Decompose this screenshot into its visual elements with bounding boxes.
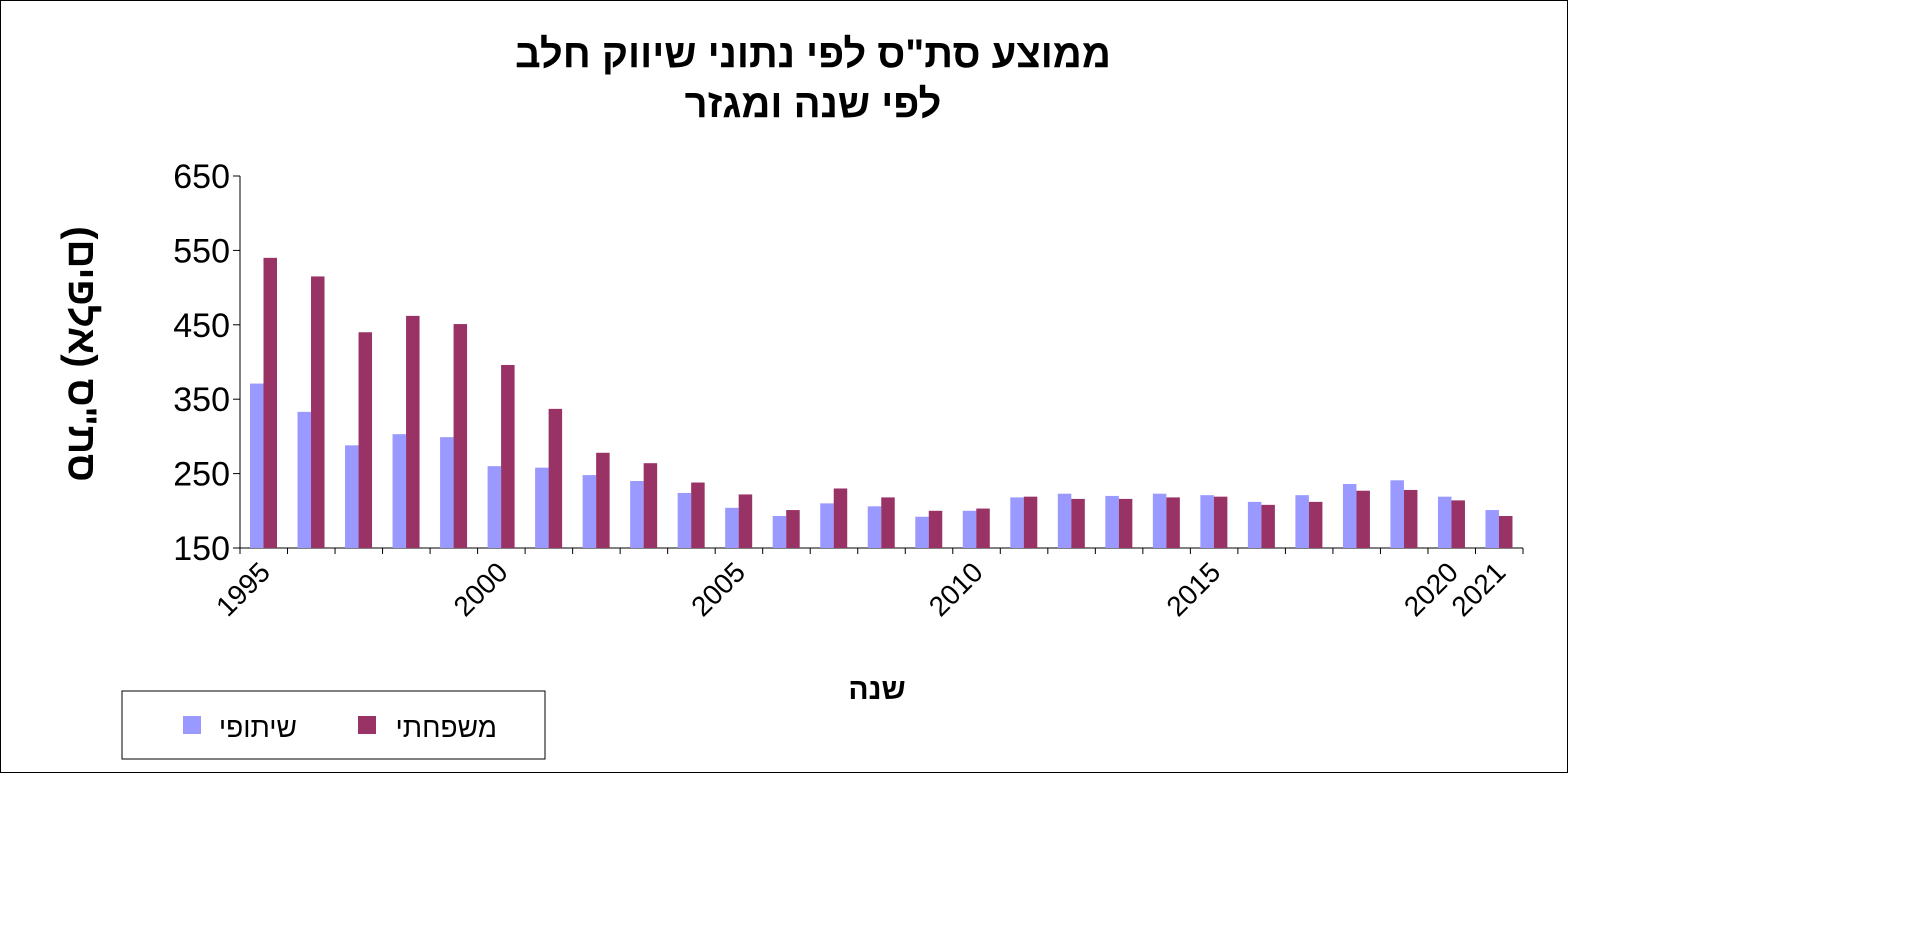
bars bbox=[250, 257, 1513, 548]
bar-series-1 bbox=[1390, 480, 1404, 548]
bar-series-2 bbox=[1451, 500, 1465, 548]
bar-series-2 bbox=[1356, 490, 1370, 548]
bar-series-2 bbox=[928, 510, 943, 548]
bar-series-2 bbox=[643, 463, 658, 548]
y-tick-label: 550 bbox=[173, 232, 230, 270]
bar-series-2 bbox=[358, 332, 373, 548]
bar-series-1 bbox=[772, 516, 787, 548]
y-axis: 150 250 350 450 550 650 bbox=[173, 158, 241, 568]
y-tick-label: 450 bbox=[173, 307, 230, 345]
bar-series-1 bbox=[1010, 497, 1024, 548]
bar-series-2 bbox=[691, 482, 705, 548]
bar-series-2 bbox=[1023, 496, 1038, 548]
bar-series-1 bbox=[392, 434, 407, 548]
bar-series-1 bbox=[582, 475, 597, 548]
y-axis-label: סת"ס (אלפים) bbox=[60, 226, 104, 482]
chart-frame: ממוצע סת"ס לפי נתוני שיווק חלב לפי שנה ו… bbox=[0, 0, 1568, 773]
x-tick-label: 2000 bbox=[448, 556, 514, 622]
bar-series-2 bbox=[881, 497, 895, 548]
x-tick-label: 2021 bbox=[1446, 556, 1512, 622]
bar-series-2 bbox=[453, 324, 468, 548]
bar-series-2 bbox=[263, 257, 277, 548]
bar-series-2 bbox=[406, 315, 420, 548]
bar-series-1 bbox=[487, 466, 502, 548]
bar-series-2 bbox=[548, 408, 563, 548]
bar-series-2 bbox=[1498, 516, 1513, 548]
bar-series-1 bbox=[725, 507, 739, 548]
legend: שיתופי משפחתי bbox=[121, 690, 546, 760]
bar-series-1 bbox=[677, 492, 692, 548]
bar-series-1 bbox=[962, 510, 977, 548]
bar-series-2 bbox=[1118, 498, 1133, 548]
bar-series-2 bbox=[501, 364, 515, 548]
bar-series-1 bbox=[630, 481, 644, 548]
legend-label-2: משפחתי bbox=[395, 712, 497, 743]
chart-title-line-2: לפי שנה ומגזר bbox=[685, 82, 942, 126]
bar-series-2 bbox=[596, 452, 610, 548]
bar-series-1 bbox=[1437, 496, 1452, 548]
y-tick-label: 650 bbox=[173, 158, 230, 196]
bar-series-2 bbox=[1213, 496, 1228, 548]
chart-svg: ממוצע סת"ס לפי נתוני שיווק חלב לפי שנה ו… bbox=[60, 32, 1524, 760]
x-tick-label: 2015 bbox=[1160, 556, 1226, 622]
bar-series-2 bbox=[1166, 497, 1180, 548]
bar-series-1 bbox=[535, 467, 549, 548]
bar-series-1 bbox=[297, 411, 312, 548]
y-tick-label: 350 bbox=[173, 381, 230, 419]
bar-series-1 bbox=[1295, 495, 1309, 548]
bar-series-1 bbox=[867, 506, 882, 548]
bar-series-2 bbox=[1308, 501, 1323, 548]
bar-series-1 bbox=[1485, 510, 1499, 548]
bar-series-2 bbox=[1403, 489, 1418, 548]
bar-series-1 bbox=[1342, 484, 1357, 548]
x-tick-label: 2010 bbox=[923, 556, 989, 622]
bar-series-2 bbox=[786, 510, 800, 548]
x-tick-label: 2005 bbox=[685, 556, 751, 622]
bar-series-2 bbox=[1071, 498, 1085, 548]
legend-label-1: שיתופי bbox=[219, 712, 297, 743]
bar-series-1 bbox=[1200, 495, 1214, 548]
x-tick-label: 2020 bbox=[1398, 556, 1464, 622]
x-axis-label: שנה bbox=[848, 673, 905, 706]
chart-title-line-1: ממוצע סת"ס לפי נתוני שיווק חלב bbox=[515, 32, 1111, 76]
bar-series-1 bbox=[820, 503, 834, 548]
bar-series-2 bbox=[738, 494, 753, 548]
bar-series-2 bbox=[976, 508, 990, 548]
bar-series-1 bbox=[915, 516, 929, 548]
y-tick-label: 250 bbox=[173, 456, 230, 494]
bar-series-2 bbox=[311, 276, 325, 548]
bar-series-2 bbox=[1261, 504, 1275, 548]
bar-series-1 bbox=[1152, 493, 1167, 548]
legend-swatch-1 bbox=[183, 716, 201, 734]
y-tick-label: 150 bbox=[173, 530, 230, 568]
legend-swatch-2 bbox=[358, 716, 376, 734]
bar-series-1 bbox=[250, 383, 264, 548]
bar-series-1 bbox=[440, 437, 454, 548]
bar-series-1 bbox=[1057, 493, 1072, 548]
bar-series-1 bbox=[1247, 501, 1262, 548]
bar-series-1 bbox=[345, 445, 359, 548]
bar-series-1 bbox=[1105, 495, 1119, 548]
bar-series-2 bbox=[833, 488, 848, 548]
